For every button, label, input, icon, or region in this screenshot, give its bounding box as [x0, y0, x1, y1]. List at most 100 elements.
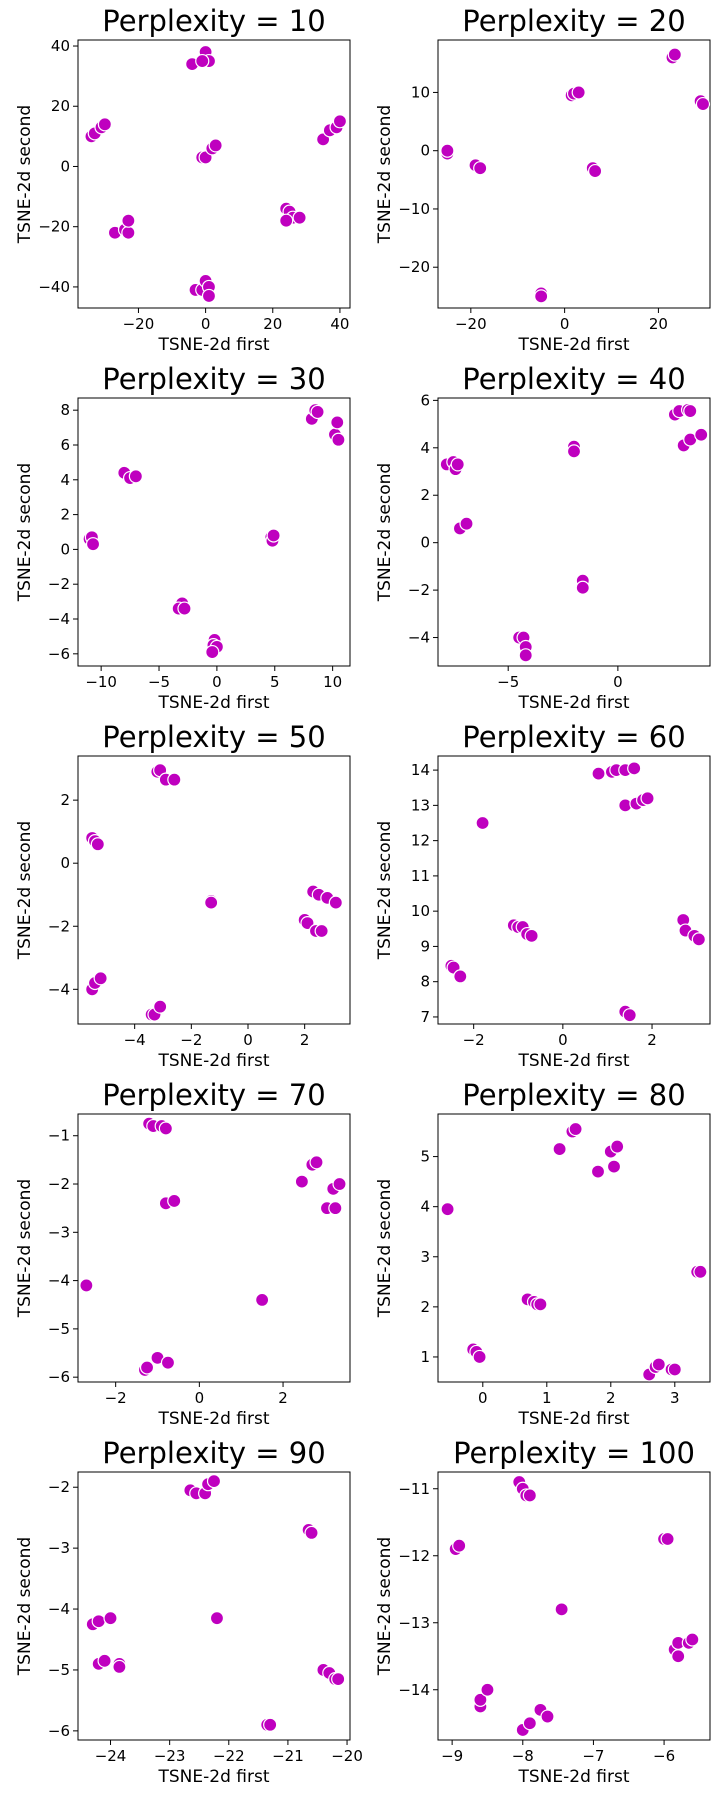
data-point	[204, 895, 219, 910]
y-tick-label: 0	[60, 540, 70, 558]
x-tick-label: 5	[270, 673, 280, 691]
y-tick-label: 0	[60, 854, 70, 872]
data-point	[473, 1692, 488, 1707]
chart-title: Perplexity = 70	[102, 1078, 325, 1112]
data-point	[685, 1632, 700, 1647]
x-tick-label: 0	[212, 673, 222, 691]
x-axis-label: TSNE-2d first	[518, 1767, 630, 1787]
data-point	[201, 288, 217, 304]
y-tick-label: −4	[48, 610, 70, 628]
data-point	[90, 837, 105, 852]
plot-frame	[437, 1113, 711, 1383]
data-point	[453, 969, 468, 984]
y-tick-label: 13	[411, 796, 430, 814]
data-point	[452, 1538, 467, 1553]
y-tick-label: −13	[398, 1614, 430, 1632]
x-axis-label: TSNE-2d first	[518, 1051, 630, 1071]
y-tick-label: 8	[420, 973, 430, 991]
y-tick-label: −3	[48, 1539, 70, 1557]
y-tick-label: 0	[420, 142, 430, 160]
scatter-chart: Perplexity = 50 −4 −2 0 2 −4 −2 0 2 TSNE-2d first…	[15, 720, 351, 1071]
y-tick-label: 1	[420, 1348, 430, 1366]
data-point	[640, 791, 655, 806]
y-tick-label: 6	[60, 436, 70, 454]
plot-frame	[437, 1471, 711, 1741]
data-point	[691, 932, 706, 947]
y-tick-label: −4	[48, 980, 70, 998]
x-tick-label: −7	[582, 1747, 604, 1765]
data-point	[693, 1264, 708, 1279]
data-point	[255, 1292, 270, 1308]
x-axis-label: TSNE-2d first	[158, 335, 270, 355]
y-tick-label: −20	[38, 218, 70, 236]
x-tick-label: 0	[558, 1031, 568, 1049]
data-point	[524, 928, 539, 943]
x-tick-label: 40	[330, 315, 349, 333]
plot-frame	[437, 755, 711, 1025]
data-point	[279, 213, 294, 228]
data-point	[590, 1164, 606, 1179]
y-tick-label: −4	[408, 629, 430, 647]
y-axis-label: TSNE-2d second	[375, 1537, 395, 1676]
x-tick-label: 2	[647, 1031, 657, 1049]
data-point	[97, 1653, 112, 1668]
data-point	[128, 469, 143, 484]
y-tick-label: 9	[420, 937, 430, 955]
x-axis-label: TSNE-2d first	[158, 693, 270, 713]
data-point	[85, 537, 101, 552]
y-tick-label: −2	[48, 1175, 70, 1193]
data-point	[209, 1611, 225, 1626]
scatter-chart: Perplexity = 30 −10 −5 0 5 10 −6 −4 −2 0 2 4 6 8 TSNE-…	[15, 362, 351, 713]
data-point	[195, 53, 210, 69]
data-point	[683, 403, 698, 419]
chart-title: Perplexity = 30	[102, 362, 325, 396]
y-tick-label: 14	[411, 761, 430, 779]
x-tick-label: 2	[606, 1389, 616, 1407]
data-point	[533, 1297, 548, 1312]
scatter-chart: Perplexity = 80 0 1 2 3 1 2 3 4 5 TSNE-2d first TSN…	[375, 1078, 711, 1429]
chart-title: Perplexity = 100	[453, 1436, 695, 1470]
x-tick-label: −21	[272, 1747, 304, 1765]
data-point	[651, 1357, 666, 1372]
chart-title: Perplexity = 80	[462, 1078, 685, 1112]
y-tick-label: −6	[48, 1722, 70, 1740]
y-tick-label: 10	[411, 83, 430, 101]
data-point	[263, 1717, 278, 1732]
x-tick-label: 0	[195, 1389, 205, 1407]
data-point	[552, 1141, 567, 1157]
data-point	[97, 117, 112, 132]
x-tick-label: −23	[154, 1747, 186, 1765]
x-tick-label: −8	[512, 1747, 534, 1765]
y-tick-label: 3	[420, 1248, 430, 1266]
data-point	[103, 1611, 118, 1626]
data-point	[167, 1193, 182, 1209]
y-tick-label: −4	[48, 1600, 70, 1618]
scatter-chart: Perplexity = 100 −9 −8 −7 −6 −14 −13 −12 −11 TSNE…	[375, 1436, 711, 1787]
y-tick-label: 8	[60, 401, 70, 419]
x-tick-label: 20	[263, 315, 282, 333]
data-point	[332, 1176, 347, 1192]
data-point	[292, 210, 307, 225]
y-axis-label: TSNE-2d second	[15, 1179, 35, 1318]
plot-frame	[437, 397, 711, 667]
data-point	[314, 923, 329, 939]
data-point	[177, 601, 192, 616]
data-point	[627, 761, 642, 776]
data-point	[304, 1525, 319, 1541]
x-tick-label: 3	[670, 1389, 680, 1407]
data-point	[522, 1716, 537, 1731]
x-tick-label: 10	[323, 673, 342, 691]
data-point	[522, 1488, 537, 1503]
chart-title: Perplexity = 40	[462, 362, 685, 396]
scatter-chart: Perplexity = 70 −2 0 2 −6 −5 −4 −3 −2 −1 TSNE-2d f…	[15, 1078, 351, 1429]
y-tick-label: 40	[51, 37, 70, 55]
y-tick-label: −6	[48, 1368, 70, 1386]
data-point	[622, 1008, 637, 1023]
x-axis-label: TSNE-2d first	[518, 1409, 630, 1429]
y-tick-label: 4	[420, 439, 430, 457]
y-tick-label: −3	[48, 1223, 70, 1241]
data-point	[480, 1682, 495, 1697]
plot-frame	[77, 39, 351, 309]
data-point	[139, 1360, 155, 1375]
